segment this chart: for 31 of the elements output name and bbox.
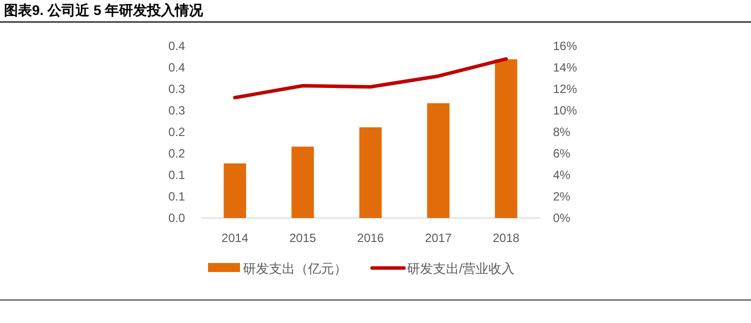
y-tick-label: 0.4 (168, 60, 186, 74)
y-tick-label: 0.0 (168, 211, 186, 225)
y-tick-label: 0.3 (168, 82, 186, 96)
x-tick-label: 2014 (222, 231, 249, 245)
y-tick-label: 0.1 (168, 168, 186, 182)
bar (359, 127, 382, 218)
bar (292, 146, 314, 218)
y2-tick-label: 16% (553, 39, 578, 53)
y2-tick-label: 2% (553, 190, 571, 204)
x-tick-label: 2017 (424, 231, 452, 245)
bar (224, 163, 246, 218)
y2-tick-label: 0% (553, 211, 571, 225)
y2-tick-label: 4% (553, 168, 571, 182)
y-tick-label: 0.4 (168, 39, 186, 53)
y-tick-label: 0.3 (168, 104, 186, 118)
y-tick-label: 0.2 (168, 146, 186, 160)
y2-tick-label: 6% (553, 146, 571, 160)
y2-tick-label: 12% (553, 82, 578, 96)
y-tick-label: 0.1 (168, 190, 186, 204)
y2-tick-label: 14% (553, 60, 578, 74)
x-tick-label: 2015 (289, 231, 316, 245)
bar (494, 59, 518, 218)
bar (427, 103, 450, 218)
x-tick-label: 2016 (357, 231, 384, 245)
y2-tick-label: 8% (553, 125, 571, 139)
legend-label: 研发支出（亿元） (243, 261, 347, 276)
x-tick-label: 2018 (492, 231, 520, 245)
chart-title: 图表9. 公司近 5 年研发投入情况 (4, 2, 204, 18)
y2-tick-label: 10% (553, 104, 578, 118)
y-tick-label: 0.2 (168, 125, 186, 139)
legend-label: 研发支出/营业收入 (407, 261, 515, 276)
